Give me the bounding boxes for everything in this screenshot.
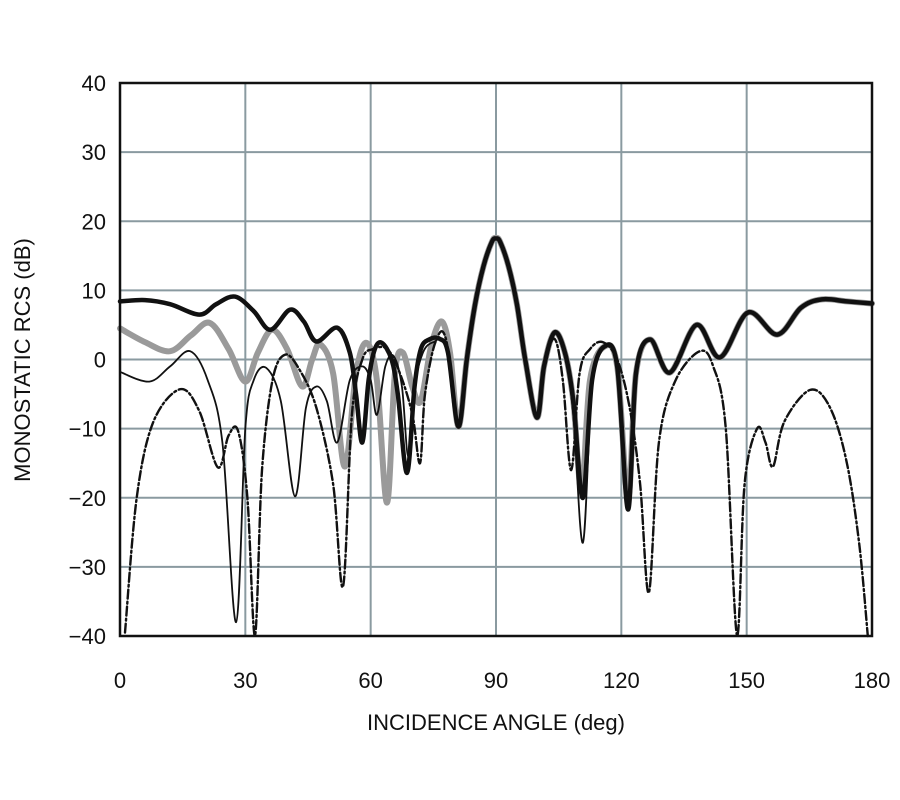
y-tick-labels: 40 30 20 10 0 −10 −20 −30 −40 [69,71,106,649]
y-tick-label: 20 [82,209,106,234]
series-line-4 [123,237,869,638]
x-tick-label: 30 [233,668,257,693]
y-tick-label: −30 [69,555,106,580]
plot-frame [118,81,874,638]
x-tick-label: 90 [484,668,508,693]
y-tick-label: 30 [82,140,106,165]
y-tick-label: 10 [82,278,106,303]
y-tick-label: −40 [69,624,106,649]
y-tick-label: 40 [82,71,106,96]
y-tick-label: −10 [69,417,106,442]
x-axis-label: INCIDENCE ANGLE (deg) [367,710,625,735]
x-tick-labels: 0 30 60 90 120 150 180 [114,668,890,693]
x-tick-label: 0 [114,668,126,693]
x-tick-label: 60 [358,668,382,693]
grid [119,82,873,637]
series-group [117,234,875,638]
x-tick-label: 120 [603,668,640,693]
y-tick-label: −20 [69,486,106,511]
x-tick-label: 180 [854,668,891,693]
y-axis-label: MONOSTATIC RCS (dB) [10,238,35,482]
y-tick-label: 0 [94,348,106,373]
x-tick-label: 150 [728,668,765,693]
